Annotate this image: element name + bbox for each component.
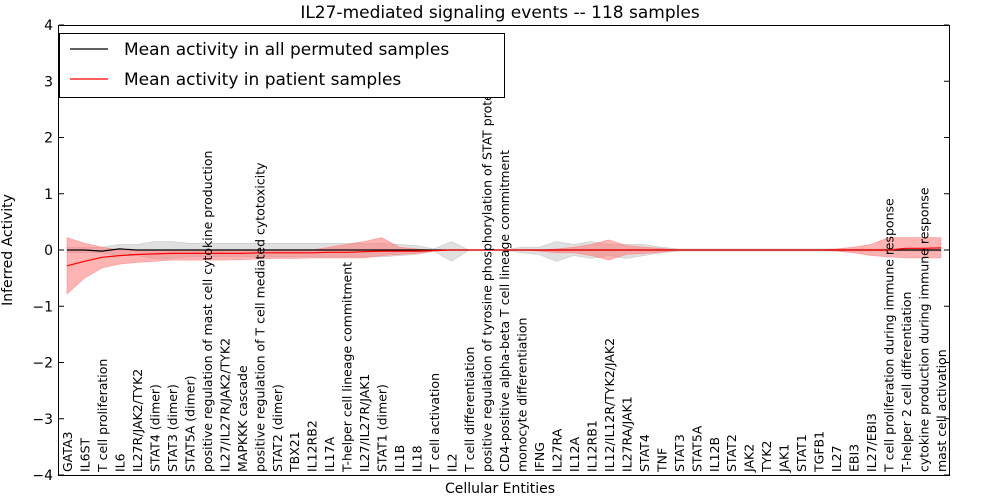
legend-label-permuted: Mean activity in all permuted samples [124,40,449,60]
y-tick-label: −4 [32,468,53,484]
x-tick-label: IL27 [829,445,844,472]
legend-label-patient: Mean activity in patient samples [124,70,401,90]
x-tick-label: T-helper cell lineage commitment [340,262,355,473]
x-tick-label: STAT3 [672,434,687,472]
y-tick-label: 1 [44,187,53,203]
x-tick-label: T-helper 2 cell differentiation [899,292,914,473]
x-tick-label: cytokine production during immune respon… [917,187,932,472]
legend-box [59,33,505,98]
legend: Mean activity in all permuted samples Me… [59,33,505,98]
x-tick-label: IL27RA/JAK1 [619,396,634,472]
y-tick-label: −2 [32,356,53,372]
y-tick-label: 4 [44,18,53,34]
x-tick-label: IL6 [112,453,127,472]
x-tick-label: IL27/IL27R/JAK1 [357,374,372,472]
x-tick-label: JAK2 [742,444,757,473]
series-line-1 [66,247,942,267]
x-tick-label: STAT1 [794,434,809,472]
x-tick-label: IL27R/JAK2/TYK2 [130,369,145,472]
x-tick-label: IL18 [410,445,425,472]
x-tick-label: IL2 [445,453,460,472]
lines-layer [66,247,942,267]
x-tick-label: positive regulation of T cell mediated c… [252,162,267,472]
x-tick-label: IL1B [392,445,407,472]
series-band-1 [66,237,942,295]
x-tick-label: STAT5A (dimer) [182,376,197,472]
x-tick-label: T cell differentiation [462,347,477,473]
x-tick-label: CD4-positive alpha-beta T cell lineage c… [497,150,512,472]
x-tick-label: IL17A [322,436,337,472]
x-tick-label: JAK1 [777,444,792,473]
x-tick-label: STAT4 [637,434,652,472]
x-tick-label: STAT5A [689,425,704,472]
x-tick-label: STAT2 (dimer) [270,384,285,472]
x-tick-label: IL12RB2 [305,420,320,472]
x-tick-label: IL12RB1 [584,420,599,472]
x-tick-label: STAT3 (dimer) [165,384,180,472]
x-tick-label: IL12/IL12R/TYK2/JAK2 [602,338,617,472]
x-tick-label: MAPKKK cascade [235,365,250,472]
x-tick-label: positive regulation of tyrosine phosphor… [480,82,495,472]
x-tick-label: mast cell activation [934,349,949,472]
x-tick-label: GATA3 [60,432,75,472]
x-tick-label: T cell proliferation during immune respo… [882,198,897,473]
x-tick-label: IL27RA [549,428,564,472]
x-tick-label: IFNG [532,442,547,472]
y-ticks: −4 −3 −2 −1 0 1 2 3 4 [32,18,949,484]
x-tick-label: IL6ST [78,437,93,472]
x-tick-label: IL27/EBI3 [864,413,879,472]
x-tick-label: T cell proliferation [95,359,110,473]
x-tick-labels: GATA3 IL6ST T cell proliferation IL6 IL27R/J… [60,82,949,473]
x-tick-label: STAT1 (dimer) [375,384,390,472]
bands-layer [66,237,942,295]
x-tick-label: T cell activation [427,373,442,473]
y-tick-label: 3 [44,74,53,90]
y-tick-label: 2 [44,131,53,147]
x-tick-label: STAT4 (dimer) [147,384,162,472]
x-tick-label: EBI3 [847,444,862,472]
x-tick-label: TNF [654,448,669,473]
y-tick-label: 0 [44,243,53,259]
x-tick-label: TGFB1 [812,431,827,473]
x-tick-label: TYK2 [759,441,774,473]
chart-title: IL27-mediated signaling events -- 118 sa… [300,3,700,23]
x-tick-label: IL27/IL27R/JAK2/TYK2 [217,338,232,472]
y-tick-label: −1 [32,299,53,315]
x-tick-label: STAT2 [724,434,739,472]
x-tick-label: IL12B [707,437,722,472]
x-tick-label: monocyte differentiation [515,318,530,472]
x-tick-label: IL12A [567,436,582,472]
plot-frame [58,25,950,476]
x-axis-label: Cellular Entities [445,481,555,497]
x-tick-label: positive regulation of mast cell cytokin… [200,151,215,472]
y-axis-label: Inferred Activity [0,194,16,306]
y-tick-label: −3 [32,412,53,428]
x-tick-label: TBX21 [287,431,302,473]
